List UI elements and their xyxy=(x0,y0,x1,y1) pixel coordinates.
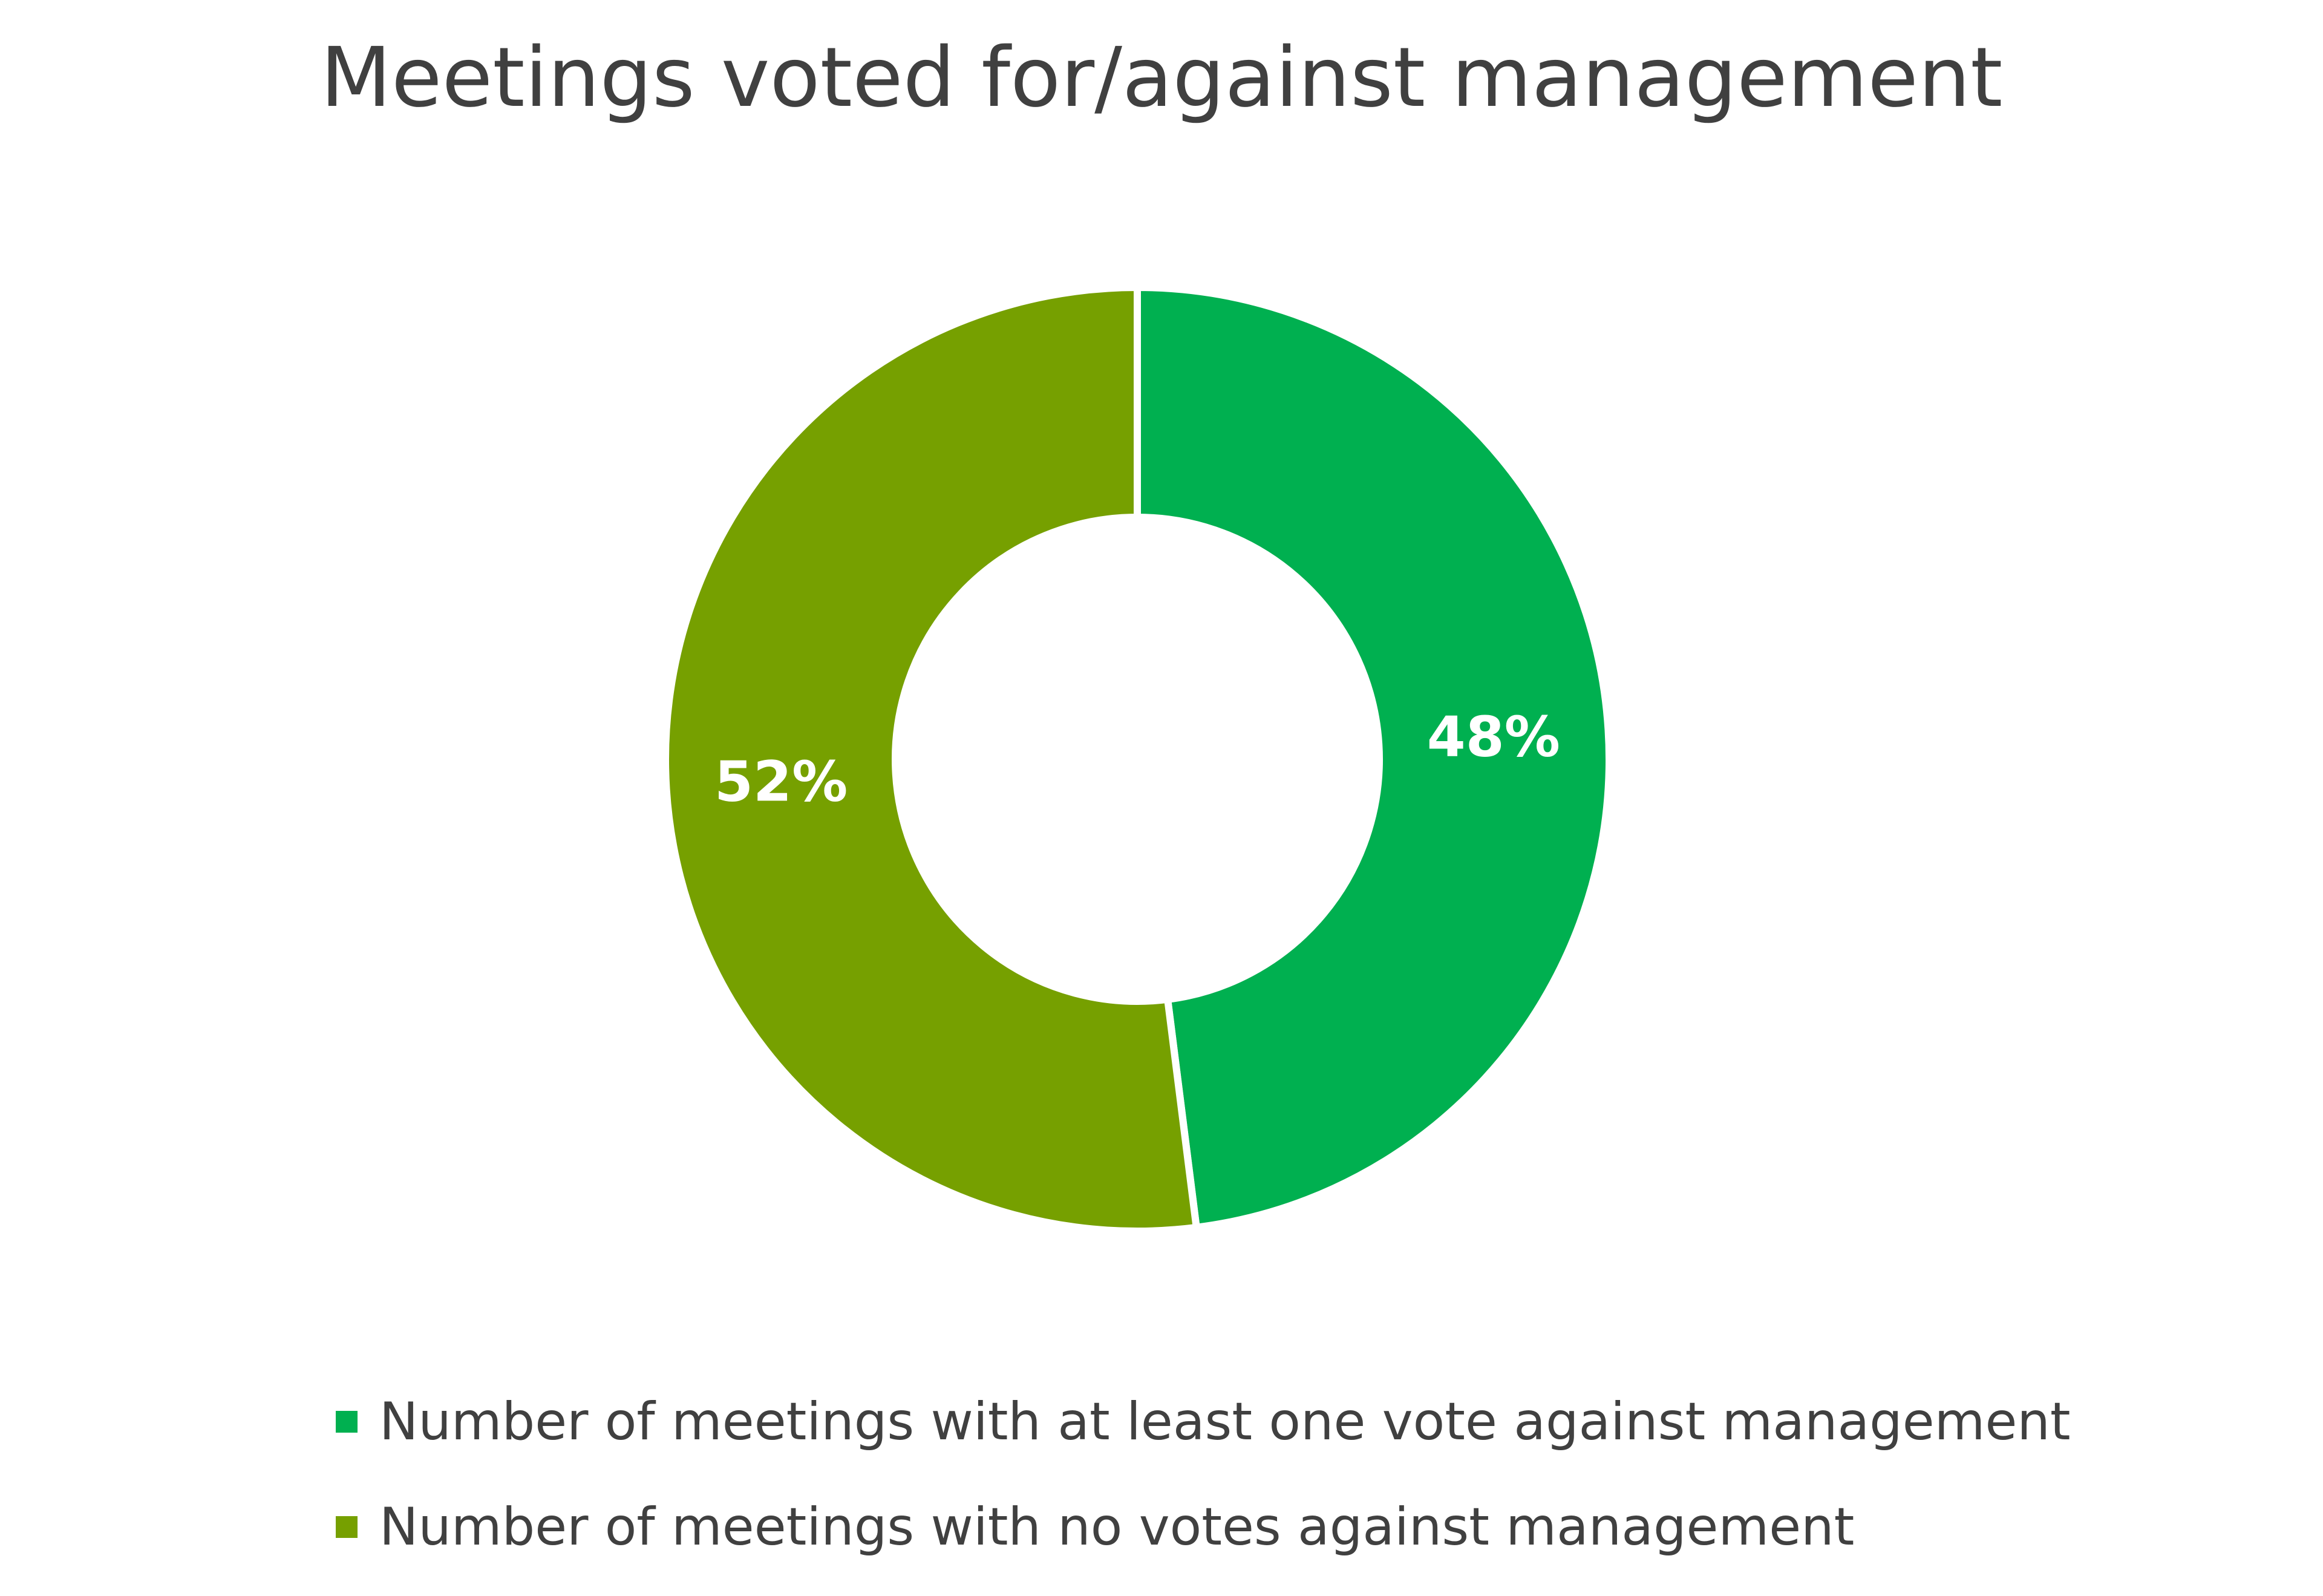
slice-against[interactable] xyxy=(1134,283,1613,1232)
legend-item-against[interactable]: Number of meetings with at least one vot… xyxy=(336,1385,2071,1458)
data-label-no-votes: 52% xyxy=(714,750,848,814)
legend-label-no-votes: Number of meetings with no votes against… xyxy=(379,1497,1855,1557)
donut-data-labels: 48% 52% xyxy=(714,704,1560,814)
legend-label-against: Number of meetings with at least one vot… xyxy=(379,1392,2071,1452)
legend-swatch-against xyxy=(336,1411,358,1433)
legend-swatch-no-votes xyxy=(336,1516,358,1538)
data-label-against: 48% xyxy=(1427,704,1560,769)
donut-slices xyxy=(662,283,1613,1235)
slice-no-votes[interactable] xyxy=(662,283,1201,1235)
chart-legend: Number of meetings with at least one vot… xyxy=(336,1385,2071,1596)
chart-title: Meetings voted for/against management xyxy=(320,30,2003,126)
legend-item-no-votes[interactable]: Number of meetings with no votes against… xyxy=(336,1491,2071,1563)
